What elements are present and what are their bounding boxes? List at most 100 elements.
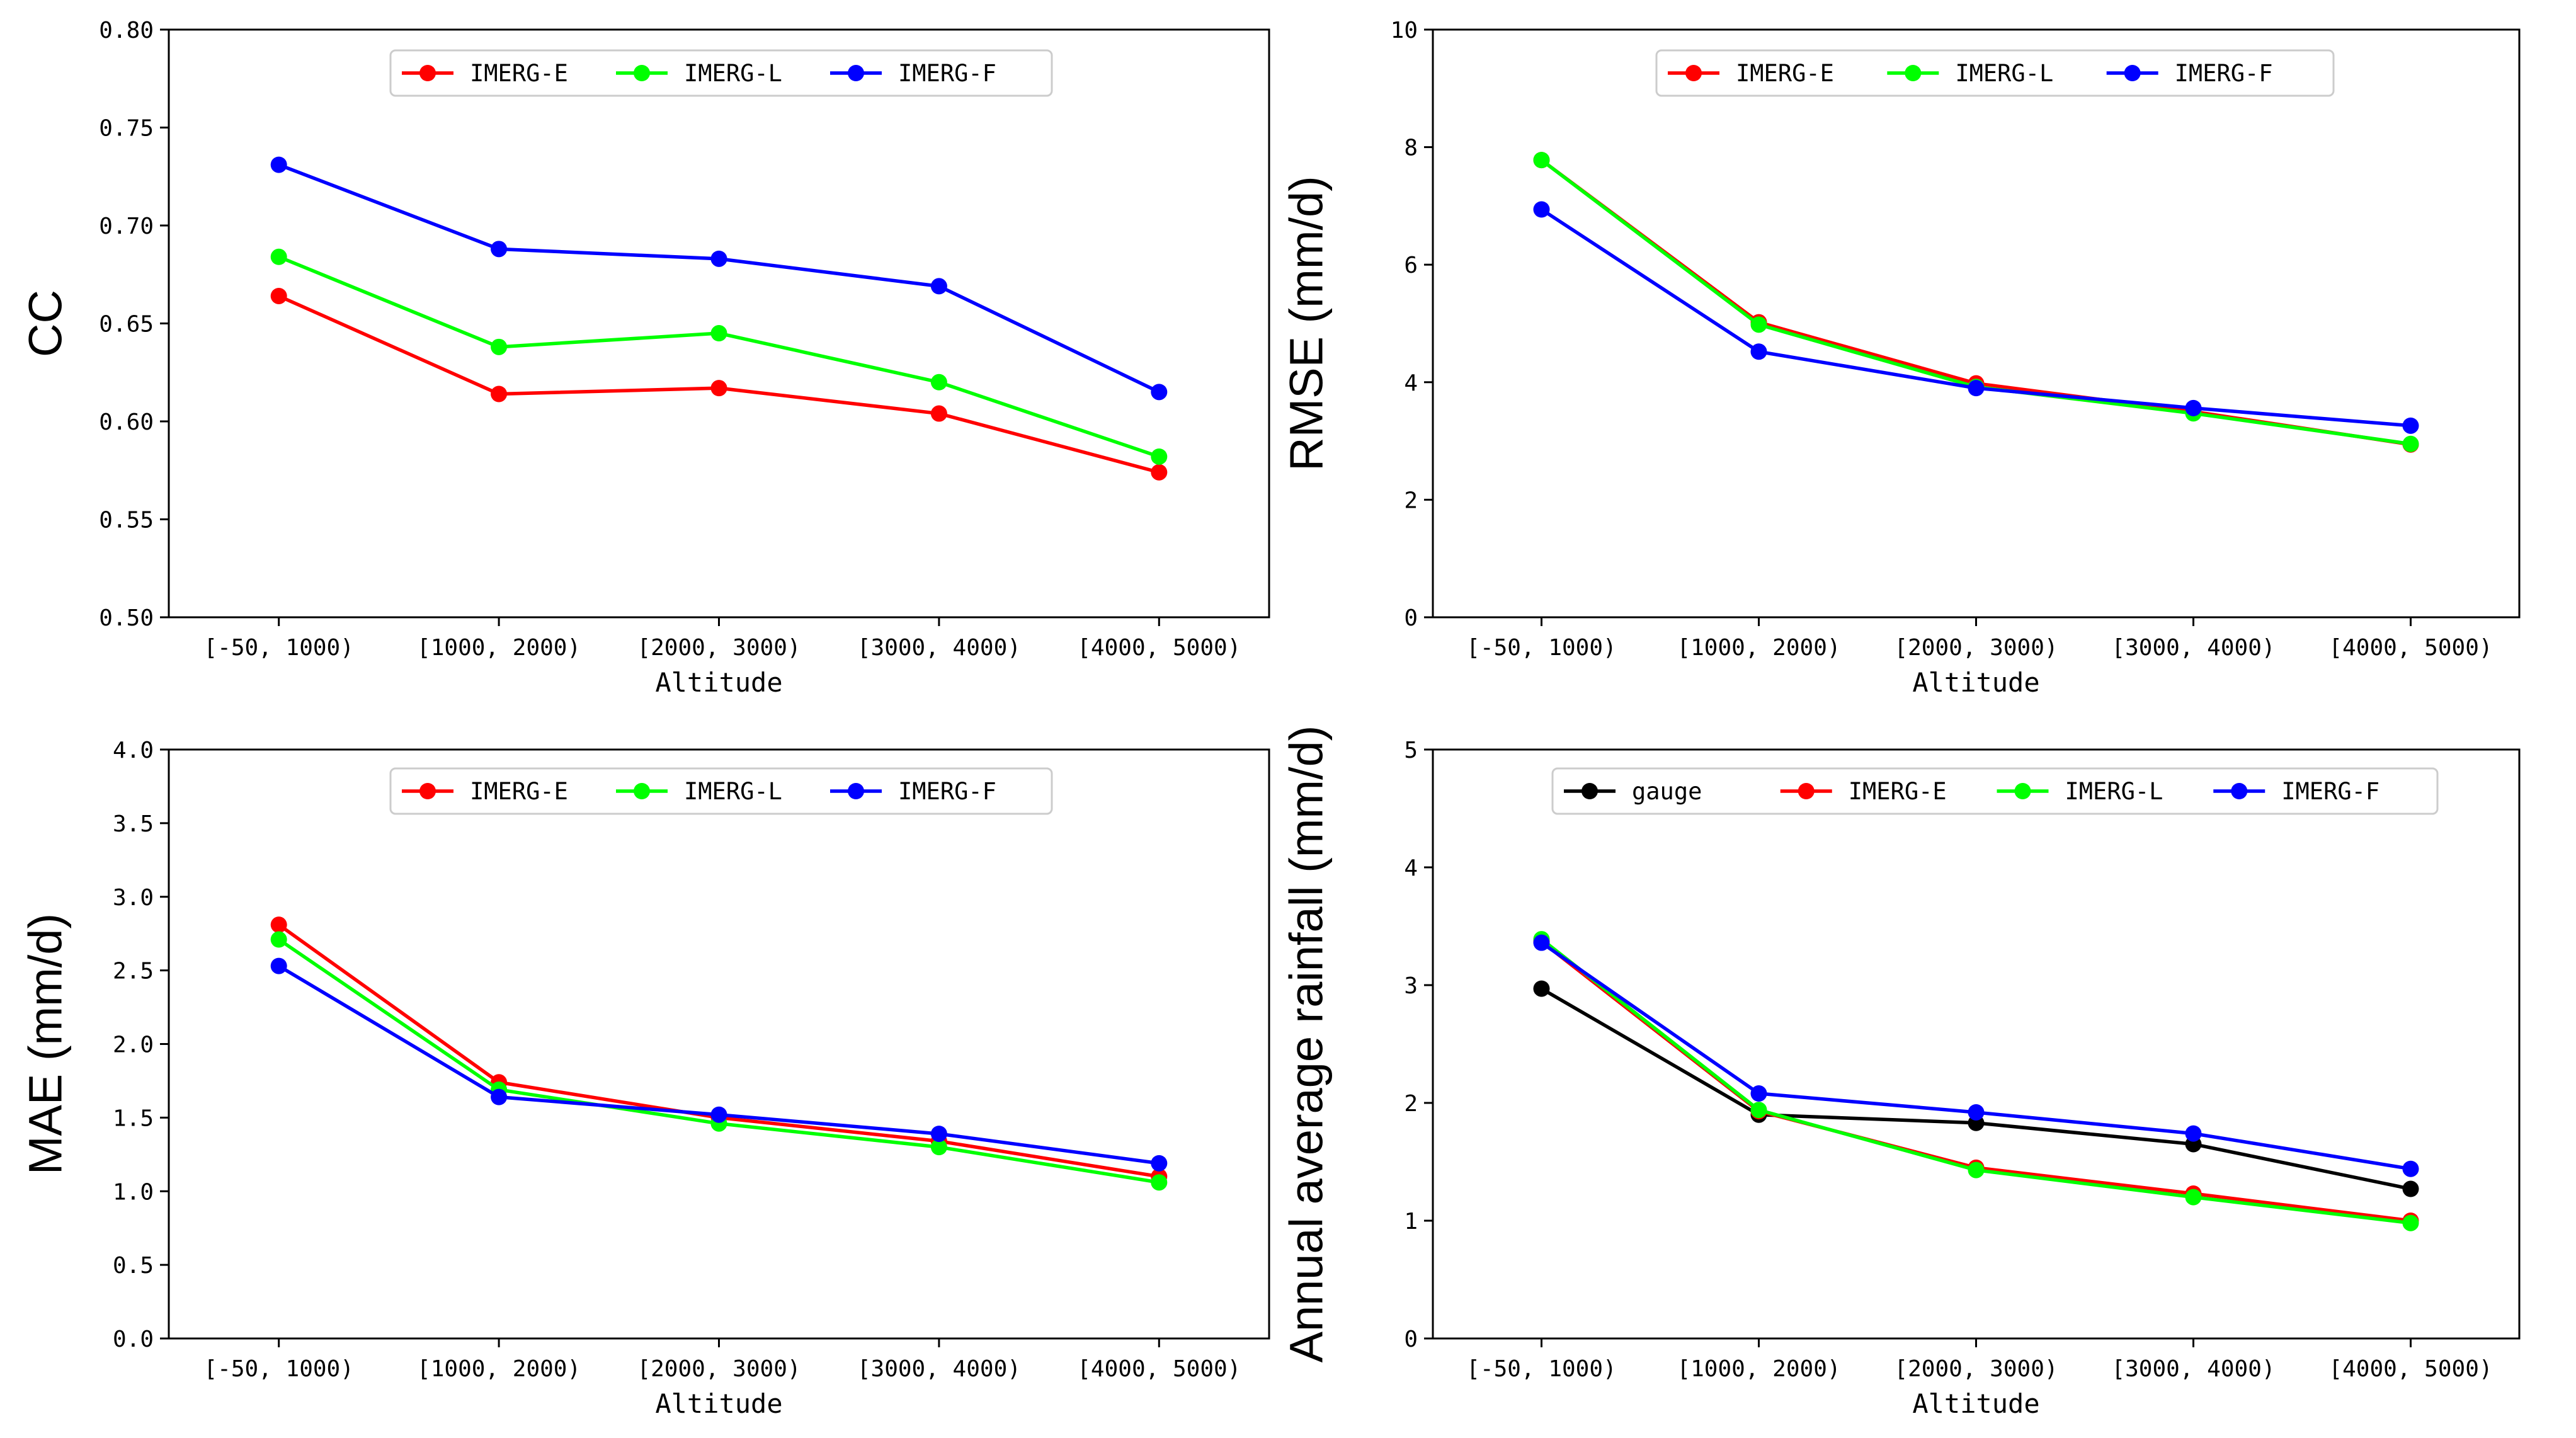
cc-y-tick-label: 0.50 bbox=[99, 605, 154, 631]
rainfall-legend-marker-imerg-l bbox=[2014, 783, 2031, 799]
rainfall-y-tick-label: 4 bbox=[1404, 855, 1418, 881]
rmse-y-tick-label: 0 bbox=[1404, 605, 1418, 631]
mae-point-imerg-e bbox=[270, 916, 287, 933]
cc-point-imerg-e bbox=[270, 287, 287, 304]
rmse-legend-label-imerg-l: IMERG-L bbox=[1955, 60, 2053, 87]
cc-point-imerg-e bbox=[930, 405, 947, 422]
mae-y-tick-label: 1.5 bbox=[113, 1105, 154, 1131]
mae-y-tick-label: 0.0 bbox=[113, 1327, 154, 1352]
mae-y-tick-label: 1.0 bbox=[113, 1179, 154, 1205]
rainfall-y-tick-label: 3 bbox=[1404, 973, 1418, 999]
rmse-y-tick-label: 10 bbox=[1391, 18, 1418, 43]
rmse-point-imerg-f bbox=[1533, 201, 1550, 218]
cc-x-tick-label: [2000, 3000) bbox=[637, 635, 801, 661]
cc-series-line-imerg-l bbox=[278, 255, 1160, 459]
rmse-point-imerg-l bbox=[1533, 152, 1550, 169]
rainfall-legend-marker-imerg-e bbox=[1798, 783, 1815, 799]
cc-x-axis-title: Altitude bbox=[655, 667, 782, 698]
rainfall-x-tick-label: [3000, 4000) bbox=[2111, 1356, 2275, 1382]
mae-y-tick-label: 3.0 bbox=[113, 885, 154, 911]
mae-point-imerg-f bbox=[270, 957, 287, 974]
rainfall-y-tick-label: 5 bbox=[1404, 738, 1418, 763]
cc-point-imerg-e bbox=[1151, 464, 1168, 481]
rmse-legend-marker-imerg-e bbox=[1685, 65, 1702, 81]
cc-legend bbox=[389, 49, 1053, 97]
cc-y-tick-label: 0.65 bbox=[99, 312, 154, 338]
mae-series-line-imerg-e bbox=[278, 923, 1160, 1178]
mae-x-tick-label: [3000, 4000) bbox=[857, 1356, 1021, 1382]
rainfall-point-imerg-f bbox=[1750, 1085, 1767, 1102]
cc-x-tick-label: [4000, 5000) bbox=[1077, 635, 1241, 661]
mae-point-imerg-l bbox=[930, 1139, 947, 1156]
mae-y-tick-label: 4.0 bbox=[113, 738, 154, 763]
cc-y-tick-label: 0.70 bbox=[99, 214, 154, 239]
rainfall-point-imerg-f bbox=[2402, 1160, 2419, 1177]
rainfall-x-tick-label: [1000, 2000) bbox=[1677, 1356, 1840, 1382]
rainfall-series-line-imerg-e bbox=[1540, 940, 2411, 1223]
rainfall-y-axis-title: Annual average rainfall (mm/d) bbox=[1280, 726, 1333, 1363]
cc-legend-label-imerg-f: IMERG-F bbox=[898, 60, 996, 87]
cc-point-imerg-l bbox=[270, 248, 287, 265]
mae-axes-frame bbox=[168, 748, 1270, 1340]
rainfall-x-tick-label: [-50, 1000) bbox=[1466, 1356, 1616, 1382]
cc-legend-label-imerg-e: IMERG-E bbox=[470, 60, 568, 87]
rainfall-y-tick-label: 2 bbox=[1404, 1091, 1418, 1117]
mae-x-axis-title: Altitude bbox=[655, 1388, 782, 1419]
mae-y-axis-title: MAE (mm/d) bbox=[20, 913, 72, 1175]
mae-point-imerg-f bbox=[710, 1106, 727, 1123]
cc-point-imerg-l bbox=[491, 338, 508, 355]
cc-legend-marker-imerg-l bbox=[634, 65, 650, 81]
rmse-point-imerg-l bbox=[1750, 316, 1767, 333]
mae-point-imerg-f bbox=[491, 1088, 508, 1105]
rainfall-y-tick-label: 1 bbox=[1404, 1209, 1418, 1235]
cc-x-tick-label: [-50, 1000) bbox=[203, 635, 353, 661]
cc-point-imerg-f bbox=[491, 241, 508, 258]
cc-y-axis-title: CC bbox=[20, 290, 72, 357]
cc-point-imerg-f bbox=[1151, 384, 1168, 401]
rmse-legend-label-imerg-f: IMERG-F bbox=[2175, 60, 2273, 87]
rmse-x-tick-label: [-50, 1000) bbox=[1466, 635, 1616, 661]
rainfall-point-imerg-l bbox=[2185, 1189, 2202, 1206]
rmse-legend-marker-imerg-l bbox=[1905, 65, 1922, 81]
panel-rmse: 0 2 4 6 8 10 [-50, 1000) [1000, 2000) [2000, 300… bbox=[1280, 18, 2521, 698]
rmse-point-imerg-f bbox=[1750, 343, 1767, 360]
cc-point-imerg-e bbox=[491, 385, 508, 402]
rainfall-x-axis-title: Altitude bbox=[1912, 1388, 2039, 1419]
rainfall-point-imerg-f bbox=[2185, 1125, 2202, 1142]
rainfall-series-line-imerg-f bbox=[1540, 941, 2411, 1171]
mae-point-imerg-l bbox=[270, 931, 287, 948]
rainfall-series-line-gauge bbox=[1541, 987, 2412, 1191]
panel-mae: 0.0 0.5 1.0 1.5 2.0 2.5 3.0 3.5 4.0 [-50, 1000) [1… bbox=[20, 738, 1270, 1419]
mae-x-tick-label: [1000, 2000) bbox=[417, 1356, 581, 1382]
rmse-legend-label-imerg-e: IMERG-E bbox=[1736, 60, 1834, 87]
rmse-legend-marker-imerg-f bbox=[2124, 65, 2141, 81]
cc-axes-frame bbox=[168, 28, 1270, 619]
panel-rainfall: 0 1 2 3 4 5 [-50, 1000) [1000, 2000) [2000, 3000… bbox=[1280, 726, 2521, 1419]
rainfall-legend-label-imerg-f: IMERG-F bbox=[2281, 778, 2379, 805]
rainfall-point-gauge bbox=[1533, 980, 1550, 997]
mae-x-tick-label: [-50, 1000) bbox=[203, 1356, 353, 1382]
rainfall-point-gauge bbox=[2402, 1180, 2419, 1197]
cc-legend-marker-imerg-e bbox=[419, 65, 436, 81]
rainfall-point-imerg-l bbox=[1968, 1161, 1985, 1178]
mae-y-tick-label: 2.0 bbox=[113, 1032, 154, 1058]
rmse-series-line-imerg-l bbox=[1540, 158, 2411, 446]
rainfall-legend-label-gauge: gauge bbox=[1632, 778, 1702, 805]
rmse-axes-frame bbox=[1432, 28, 2521, 619]
cc-y-tick-label: 0.60 bbox=[99, 409, 154, 435]
rmse-y-tick-label: 6 bbox=[1404, 253, 1418, 278]
cc-point-imerg-e bbox=[710, 380, 727, 397]
rainfall-legend-marker-imerg-f bbox=[2231, 783, 2248, 799]
rainfall-point-imerg-l bbox=[2402, 1214, 2419, 1231]
rmse-x-tick-label: [3000, 4000) bbox=[2111, 635, 2275, 661]
cc-point-imerg-f bbox=[930, 278, 947, 295]
rainfall-x-tick-label: [2000, 3000) bbox=[1894, 1356, 2058, 1382]
mae-series-line-imerg-f bbox=[278, 964, 1160, 1165]
mae-point-imerg-f bbox=[1151, 1155, 1168, 1172]
rainfall-axes-frame bbox=[1432, 748, 2521, 1340]
rmse-y-axis-title: RMSE (mm/d) bbox=[1280, 176, 1333, 471]
rainfall-series-line-imerg-l bbox=[1540, 937, 2411, 1225]
mae-point-imerg-f bbox=[930, 1126, 947, 1143]
cc-x-tick-label: [3000, 4000) bbox=[857, 635, 1021, 661]
